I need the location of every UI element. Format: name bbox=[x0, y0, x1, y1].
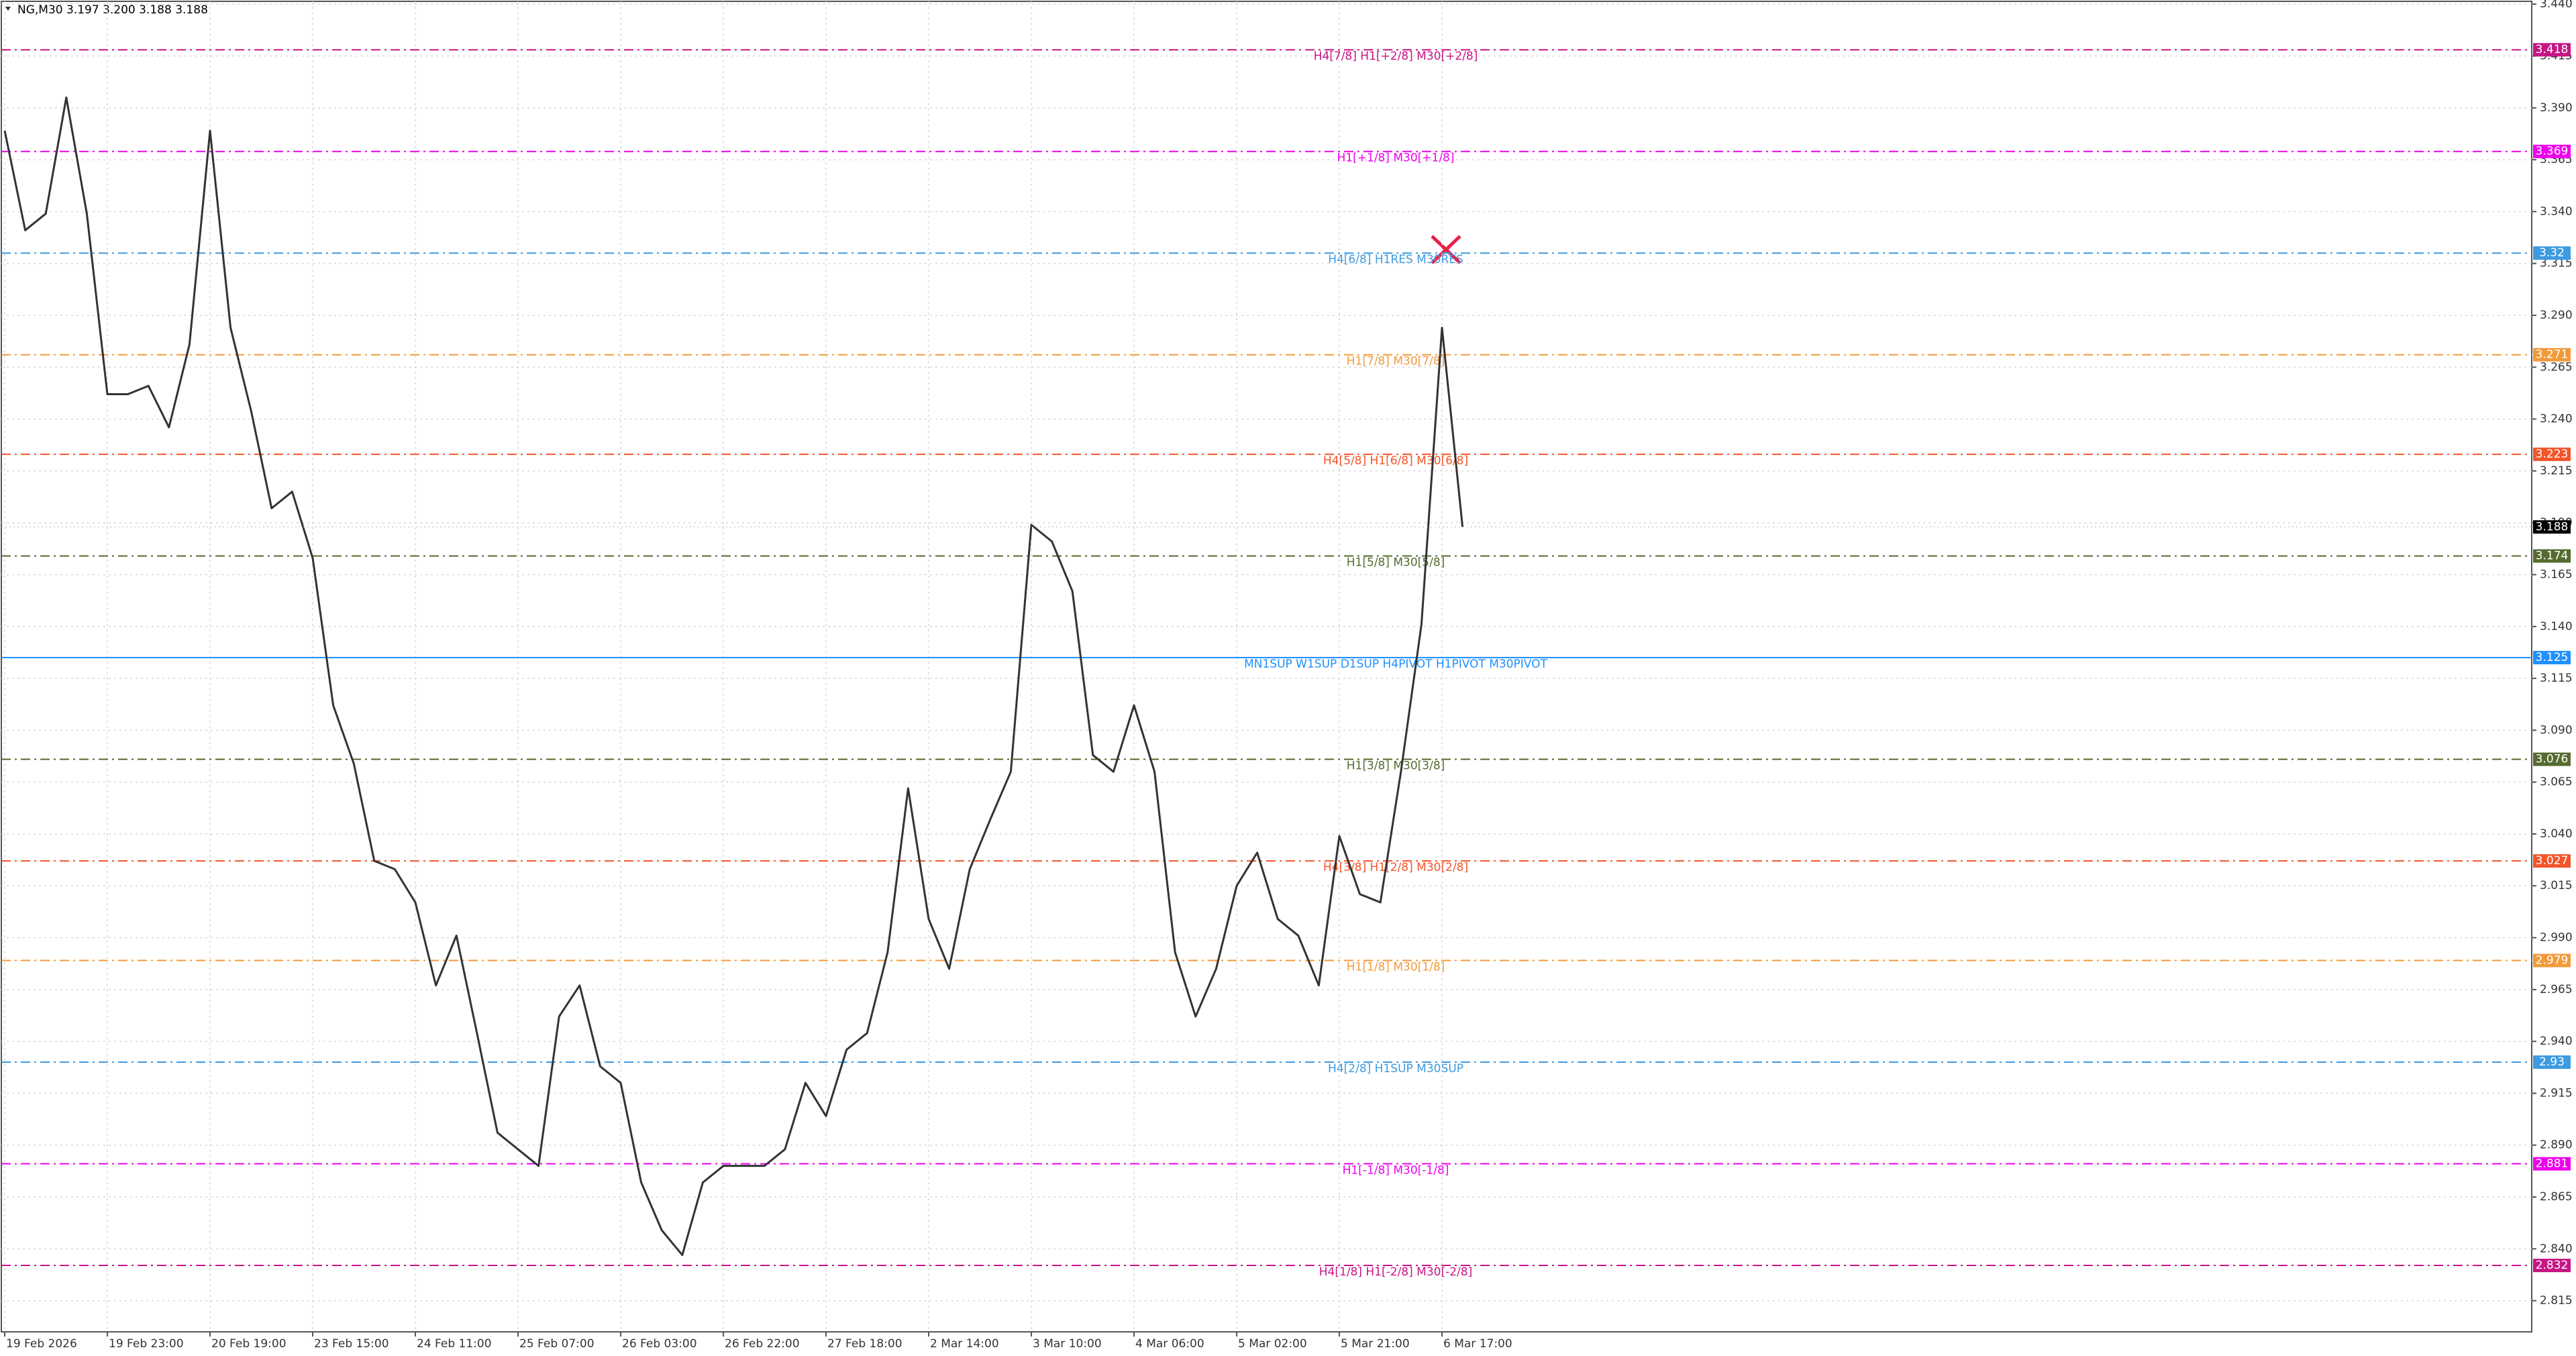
level-price-box bbox=[2533, 854, 2571, 868]
level-price-box bbox=[2533, 1055, 2571, 1070]
level-price-box bbox=[2533, 752, 2571, 766]
x-tick-label: 5 Mar 21:00 bbox=[1341, 1337, 1410, 1351]
y-tick-label: 3.440 bbox=[2540, 0, 2573, 11]
y-tick-label: 3.140 bbox=[2540, 620, 2573, 633]
level-price-label: 3.418 bbox=[2536, 43, 2569, 56]
y-tick-label: 3.240 bbox=[2540, 413, 2573, 426]
y-tick-label: 2.940 bbox=[2540, 1035, 2573, 1048]
level-price-label: 2.93 bbox=[2539, 1055, 2565, 1069]
level-price-label: 3.076 bbox=[2536, 753, 2569, 766]
y-tick-label: 2.865 bbox=[2540, 1190, 2573, 1204]
level-price-box bbox=[2533, 348, 2571, 362]
level-price-label: 3.369 bbox=[2536, 145, 2569, 158]
level-price-label: 3.271 bbox=[2536, 348, 2569, 362]
level-price-box bbox=[2533, 1259, 2571, 1273]
y-tick-label: 3.265 bbox=[2540, 360, 2573, 374]
level-price-box bbox=[2533, 246, 2571, 260]
x-tick-label: 4 Mar 06:00 bbox=[1135, 1337, 1204, 1351]
level-label: H4[6/8] H1RES M30RES bbox=[1328, 253, 1463, 266]
x-tick-label: 23 Feb 15:00 bbox=[314, 1337, 389, 1351]
y-tick-label: 2.965 bbox=[2540, 983, 2573, 996]
level-price-box bbox=[2533, 43, 2571, 57]
level-price-label: 3.174 bbox=[2536, 550, 2569, 563]
x-tick-label: 6 Mar 17:00 bbox=[1443, 1337, 1512, 1351]
x-tick-label: 19 Feb 2026 bbox=[6, 1337, 77, 1351]
level-price-label: 3.32 bbox=[2539, 246, 2565, 260]
level-label: H1[+1/8] M30[+1/8] bbox=[1337, 152, 1454, 165]
y-tick-label: 3.115 bbox=[2540, 672, 2573, 685]
level-label: H4[5/8] H1[6/8] M30[6/8] bbox=[1323, 454, 1468, 468]
y-tick-label: 3.340 bbox=[2540, 205, 2573, 218]
level-price-box bbox=[2533, 953, 2571, 968]
x-tick-label: 27 Feb 18:00 bbox=[827, 1337, 903, 1351]
y-tick-label: 3.315 bbox=[2540, 257, 2573, 270]
y-tick-label: 3.015 bbox=[2540, 879, 2573, 892]
level-price-label: 3.125 bbox=[2536, 651, 2569, 664]
x-tick-label: 26 Feb 03:00 bbox=[622, 1337, 697, 1351]
x-tick-label: 5 Mar 02:00 bbox=[1238, 1337, 1307, 1351]
level-price-label: 2.881 bbox=[2536, 1157, 2569, 1171]
y-tick-label: 2.915 bbox=[2540, 1086, 2573, 1100]
y-tick-label: 3.090 bbox=[2540, 723, 2573, 737]
y-tick-label: 3.065 bbox=[2540, 776, 2573, 789]
y-tick-label: 2.840 bbox=[2540, 1242, 2573, 1255]
level-price-box bbox=[2533, 448, 2571, 462]
level-label: H4[3/8] H1[2/8] M30[2/8] bbox=[1323, 861, 1468, 874]
level-label: H1[5/8] M30[5/8] bbox=[1347, 556, 1445, 570]
level-price-box bbox=[2533, 144, 2571, 158]
symbol-header: NG,M30 3.197 3.200 3.188 3.188 bbox=[17, 3, 208, 17]
x-tick-label: 3 Mar 10:00 bbox=[1033, 1337, 1102, 1351]
level-label: MN1SUP W1SUP D1SUP H4PIVOT H1PIVOT M30PI… bbox=[1244, 658, 1547, 671]
y-tick-label: 3.215 bbox=[2540, 464, 2573, 478]
x-tick-label: 20 Feb 19:00 bbox=[211, 1337, 287, 1351]
marker-cross bbox=[1431, 235, 1461, 264]
x-tick-label: 19 Feb 23:00 bbox=[109, 1337, 184, 1351]
x-tick-label: 25 Feb 07:00 bbox=[519, 1337, 595, 1351]
level-label: H4[1/8] H1[-2/8] M30[-2/8] bbox=[1319, 1265, 1472, 1279]
level-price-label: 2.832 bbox=[2536, 1259, 2569, 1272]
level-label: H1[1/8] M30[1/8] bbox=[1347, 961, 1445, 974]
level-price-label: 3.027 bbox=[2536, 854, 2569, 868]
level-label: H1[-1/8] M30[-1/8] bbox=[1343, 1164, 1449, 1178]
x-tick-label: 26 Feb 22:00 bbox=[725, 1337, 800, 1351]
menu-arrow[interactable] bbox=[5, 7, 11, 11]
y-tick-label: 2.890 bbox=[2540, 1139, 2573, 1152]
last-price-label: 3.188 bbox=[2536, 520, 2569, 533]
y-tick-label: 2.815 bbox=[2540, 1294, 2573, 1308]
level-price-label: 3.223 bbox=[2536, 448, 2569, 461]
y-tick-label: 2.990 bbox=[2540, 931, 2573, 945]
y-tick-label: 3.040 bbox=[2540, 827, 2573, 841]
x-tick-label: 24 Feb 11:00 bbox=[417, 1337, 492, 1351]
level-label: H4[2/8] H1SUP M30SUP bbox=[1328, 1062, 1463, 1076]
level-price-box bbox=[2533, 549, 2571, 563]
level-label: H4[7/8] H1[+2/8] M30[+2/8] bbox=[1314, 50, 1478, 63]
x-tick-label: 2 Mar 14:00 bbox=[930, 1337, 999, 1351]
plot-frame bbox=[1, 1, 2532, 1333]
level-price-label: 2.979 bbox=[2536, 954, 2569, 968]
level-label: H1[3/8] M30[3/8] bbox=[1347, 760, 1445, 773]
y-tick-label: 3.390 bbox=[2540, 101, 2573, 115]
last-price-box bbox=[2533, 520, 2571, 534]
level-label: H1[7/8] M30[7/8] bbox=[1347, 355, 1445, 368]
y-tick-label: 3.165 bbox=[2540, 568, 2573, 581]
level-price-box bbox=[2533, 1157, 2571, 1171]
level-price-box bbox=[2533, 651, 2571, 665]
y-tick-label: 3.290 bbox=[2540, 309, 2573, 322]
trade-marker bbox=[1431, 235, 1461, 264]
price-line bbox=[3, 96, 1464, 1257]
